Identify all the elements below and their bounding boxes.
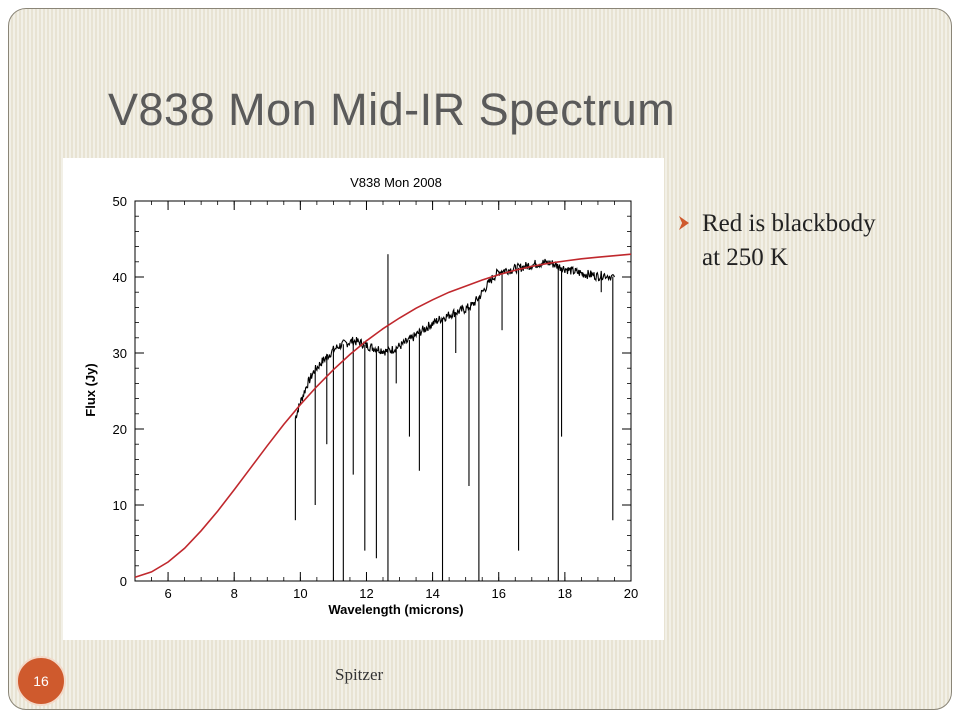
x-tick-label: 12 — [359, 586, 373, 601]
x-tick-label: 10 — [293, 586, 307, 601]
x-axis-label: Wavelength (microns) — [328, 602, 463, 617]
bullet-point: Red is blackbody at 250 K — [678, 207, 878, 275]
plot-frame — [134, 200, 632, 582]
y-tick-label: 0 — [120, 574, 127, 589]
slide-title: V838 Mon Mid-IR Spectrum — [108, 84, 676, 135]
footer-text: Spitzer — [335, 665, 384, 684]
chart-panel: V838 Mon 2008 Wavelength (microns) Flux … — [63, 158, 664, 640]
x-tick-label: 6 — [164, 586, 171, 601]
plot-layer: 6 8 10 12 14 16 18 20 0 10 20 30 40 50 — [113, 194, 639, 601]
x-tick-label: 8 — [231, 586, 238, 601]
y-tick-label: 30 — [113, 346, 127, 361]
x-tick-label: 16 — [491, 586, 505, 601]
y-axis-label: Flux (Jy) — [83, 363, 98, 416]
x-tick-label: 20 — [624, 586, 638, 601]
arrow-bullet-icon — [679, 216, 689, 230]
x-tick-label: 18 — [558, 586, 572, 601]
blackbody-curve — [134, 253, 632, 578]
y-tick-label: 20 — [113, 422, 127, 437]
x-tick-label: 14 — [425, 586, 439, 601]
y-tick-label: 10 — [113, 498, 127, 513]
y-tick-label: 40 — [113, 270, 127, 285]
chart-title: V838 Mon 2008 — [350, 175, 442, 190]
slide-number-badge: 16 — [16, 656, 66, 706]
bullet-text: Red is blackbody at 250 K — [702, 210, 876, 271]
y-tick-label: 50 — [113, 194, 127, 209]
spectrum-chart: V838 Mon 2008 Wavelength (microns) Flux … — [83, 175, 639, 617]
